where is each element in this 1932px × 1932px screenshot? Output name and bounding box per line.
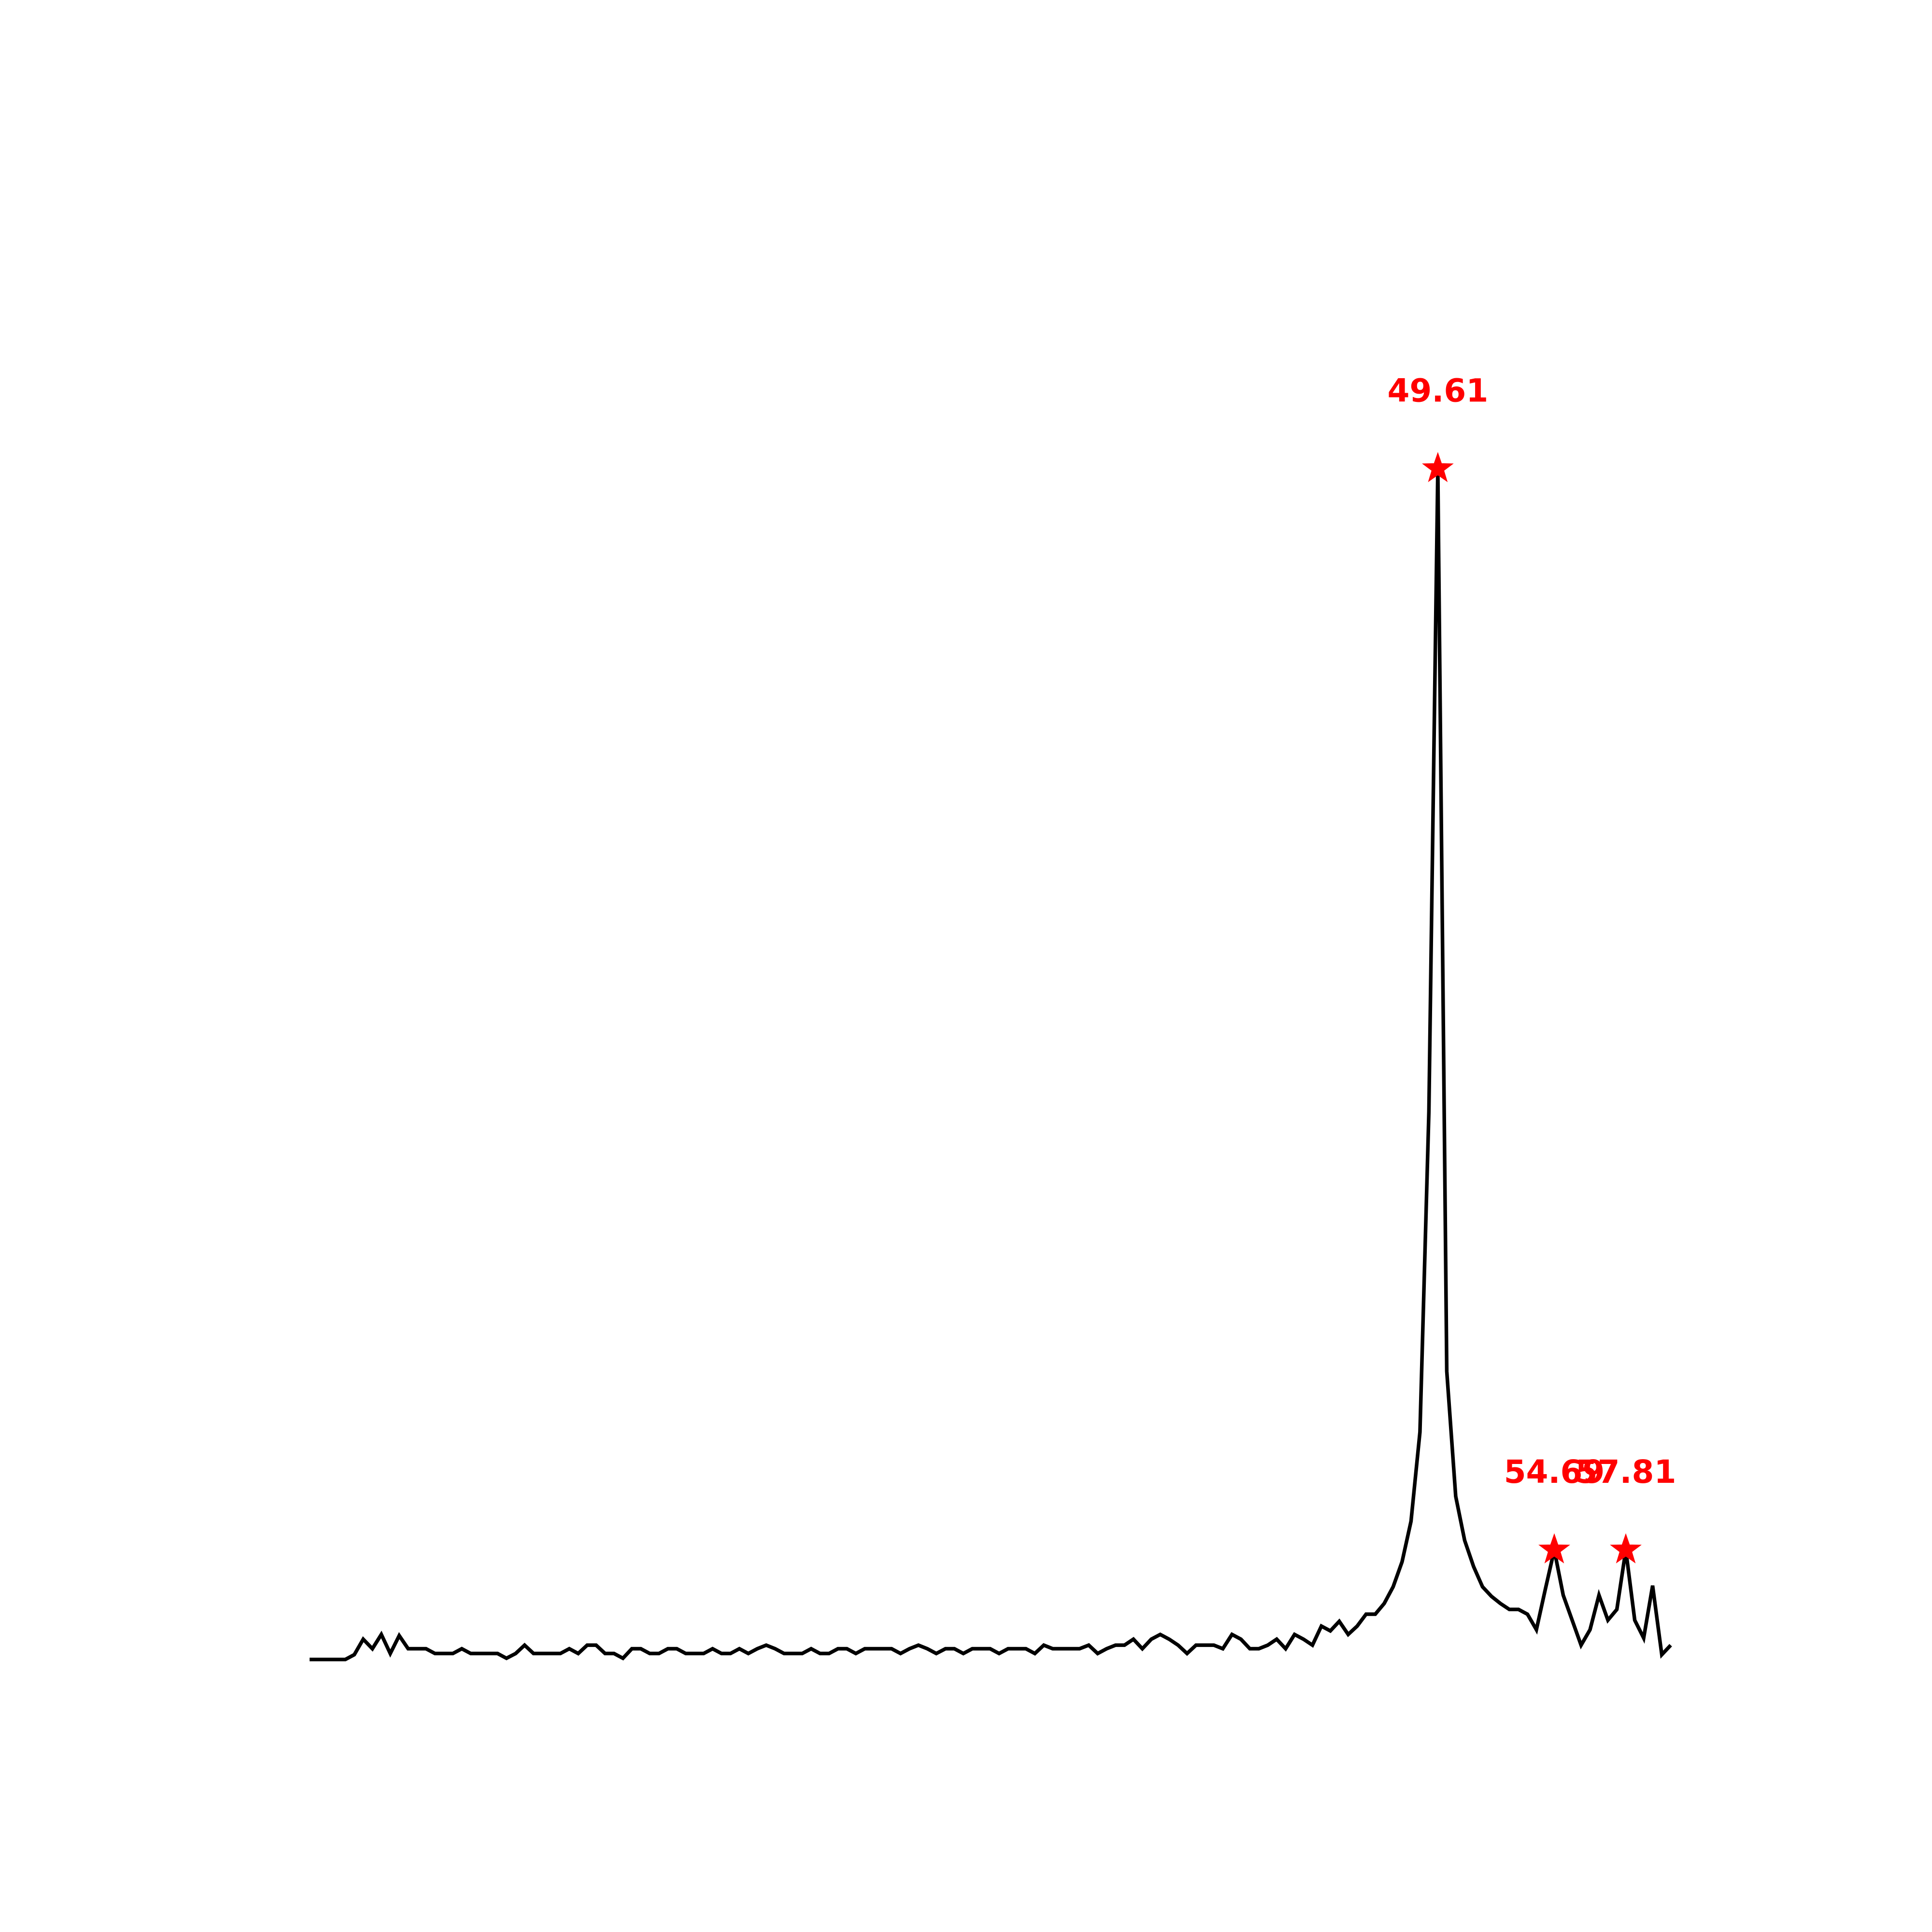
peak-label: 54.69 <box>1504 1453 1605 1491</box>
signal-line <box>309 469 1672 1662</box>
peak-label: 49.61 <box>1387 372 1488 409</box>
peak-marker <box>1421 452 1454 483</box>
peak-marker <box>1610 1533 1642 1563</box>
peak-label: 57.81 <box>1576 1453 1676 1491</box>
peak-marker <box>1538 1533 1570 1563</box>
